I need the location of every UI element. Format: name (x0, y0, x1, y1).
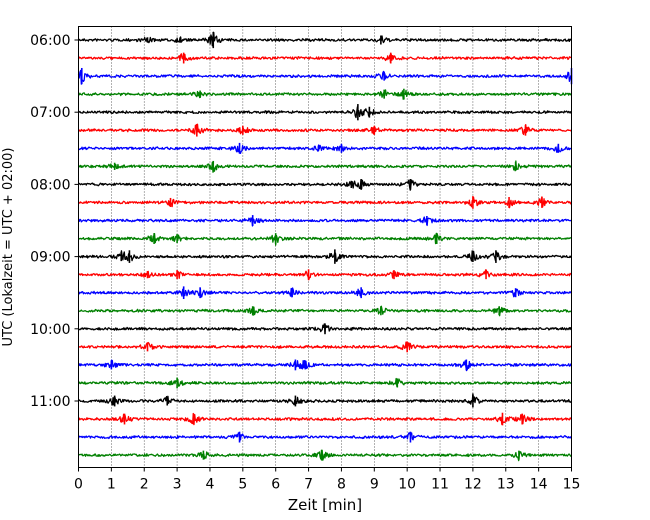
trace-row (77, 431, 572, 443)
trace-row (77, 393, 573, 408)
x-tick-label: 13 (497, 477, 515, 493)
trace-row (78, 323, 573, 335)
trace-line (77, 432, 572, 441)
trace-row (77, 412, 573, 426)
trace-line (78, 250, 573, 262)
x-tick-label: 1 (107, 477, 116, 493)
x-tick-label: 2 (140, 477, 149, 493)
x-tick-label: 6 (271, 477, 280, 493)
trace-row (77, 196, 573, 209)
y-tick-label: 10:00 (30, 322, 70, 338)
trace-line (78, 123, 573, 136)
x-tick-label: 8 (337, 477, 346, 493)
y-tick-label: 09:00 (30, 250, 70, 266)
trace-line (78, 89, 573, 100)
x-axis-ticks: 0 1 2 3 4 5 6 7 8 9 10 11 12 13 14 15 (74, 467, 581, 493)
trace-row (77, 215, 572, 227)
trace-line (78, 106, 572, 119)
x-tick-label: 15 (563, 477, 581, 493)
trace-line (78, 341, 573, 351)
x-tick-label: 5 (238, 477, 247, 493)
trace-row (77, 52, 572, 64)
x-tick-label: 4 (206, 477, 215, 493)
trace-line (77, 160, 573, 173)
x-tick-label: 9 (370, 477, 379, 493)
trace-row (77, 67, 573, 85)
trace-line (78, 359, 573, 372)
x-axis-label: Zeit [min] (288, 496, 362, 514)
trace-row (77, 178, 573, 191)
trace-line (77, 412, 573, 426)
plot-frame (78, 26, 572, 468)
trace-row (78, 449, 572, 462)
y-tick-label: 08:00 (30, 177, 70, 193)
trace-row (78, 88, 573, 100)
trace-rows (77, 31, 573, 462)
y-tick-label: 11:00 (30, 394, 70, 410)
trace-line (77, 287, 572, 298)
trace-row (77, 269, 573, 281)
trace-line (77, 216, 572, 227)
trace-row (78, 123, 573, 137)
x-tick-label: 7 (304, 477, 313, 493)
x-tick-label: 11 (431, 477, 449, 493)
trace-row (78, 359, 573, 372)
y-tick-label: 06:00 (30, 33, 70, 49)
x-tick-label: 3 (173, 477, 182, 493)
trace-row (77, 160, 573, 173)
trace-row (78, 305, 572, 317)
trace-row (78, 377, 572, 389)
trace-row (77, 286, 572, 300)
trace-line (78, 377, 572, 387)
trace-row (78, 341, 573, 353)
y-tick-label: 07:00 (30, 105, 70, 121)
trace-row (78, 249, 573, 264)
trace-row (77, 142, 572, 155)
trace-line (77, 179, 573, 191)
x-tick-label: 14 (530, 477, 548, 493)
trace-line (77, 53, 572, 64)
trace-line (78, 305, 572, 317)
trace-line (77, 144, 572, 155)
x-tick-label: 12 (464, 477, 482, 493)
trace-line (77, 31, 572, 47)
trace-line (77, 393, 573, 406)
trace-line (77, 269, 573, 281)
x-tick-label: 10 (398, 477, 416, 493)
y-axis-ticks: 06:00 07:00 08:00 09:00 10:00 11:00 (30, 33, 79, 410)
x-tick-label: 0 (74, 477, 83, 493)
trace-line (77, 69, 573, 85)
y-axis-label: UTC (Lokalzeit = UTC + 02:00) (1, 148, 16, 347)
trace-row (77, 31, 572, 49)
trace-line (77, 232, 572, 246)
trace-line (78, 449, 572, 462)
trace-row (77, 232, 572, 246)
trace-row (78, 104, 572, 121)
trace-line (77, 196, 573, 209)
